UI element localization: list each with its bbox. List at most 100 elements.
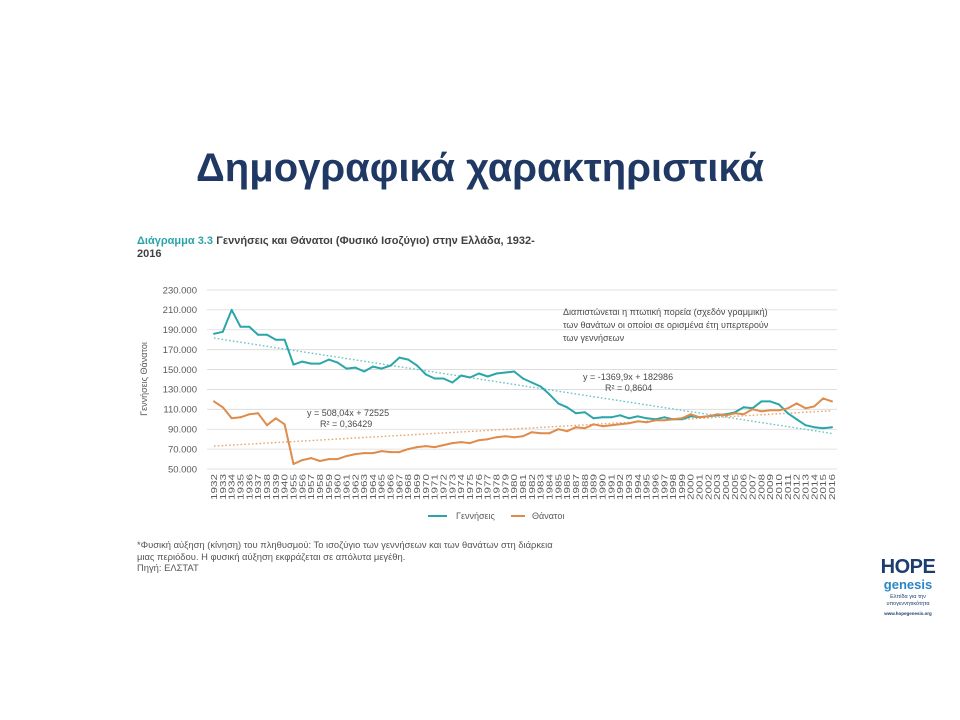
data-point-deaths bbox=[583, 427, 586, 430]
x-tick-label: 1936 bbox=[245, 473, 254, 500]
data-point-deaths bbox=[601, 425, 604, 428]
figure-caption-line-1: Διάγραμμα 3.3 Γεννήσεις και Θάνατοι (Φυσι… bbox=[137, 235, 535, 248]
data-point-deaths bbox=[460, 441, 463, 444]
trendline-births bbox=[213, 337, 833, 435]
y-tick-label: 230.000 bbox=[163, 285, 197, 296]
x-tick-label: 1970 bbox=[422, 473, 431, 500]
data-point-births bbox=[504, 371, 507, 374]
x-tick-label: 1959 bbox=[325, 473, 334, 500]
legend-item-births: Γεννήσεις bbox=[428, 511, 496, 521]
x-tick-label: 1938 bbox=[263, 473, 272, 500]
data-point-deaths bbox=[433, 446, 436, 449]
x-tick-label: 2007 bbox=[749, 473, 758, 500]
legend: Γεννήσεις Θάνατοι bbox=[428, 511, 564, 521]
x-tick-label: 1960 bbox=[334, 473, 343, 500]
data-point-births bbox=[213, 332, 215, 335]
data-point-deaths bbox=[769, 409, 772, 412]
x-tick-label: 1980 bbox=[510, 473, 519, 500]
data-point-births bbox=[689, 415, 692, 418]
data-point-births bbox=[469, 376, 471, 379]
x-tick-label: 1934 bbox=[228, 473, 237, 500]
data-point-births bbox=[813, 426, 816, 429]
data-point-deaths bbox=[495, 436, 498, 439]
data-point-births bbox=[566, 406, 569, 409]
y-tick-label: 150.000 bbox=[163, 365, 197, 376]
data-point-deaths bbox=[725, 414, 728, 417]
data-point-births bbox=[239, 325, 242, 328]
x-tick-label: 1957 bbox=[307, 473, 316, 500]
data-point-births bbox=[742, 406, 745, 409]
data-point-deaths bbox=[636, 420, 639, 423]
x-tick-label: 1987 bbox=[572, 473, 581, 500]
x-tick-label: 1995 bbox=[643, 473, 652, 500]
x-tick-label: 1968 bbox=[404, 473, 413, 500]
data-point-deaths bbox=[336, 458, 339, 461]
annotation-line: Διαπιστώνεται η πτωτική πορεία (σχεδόν γ… bbox=[563, 307, 768, 317]
data-point-deaths bbox=[239, 416, 242, 419]
data-point-deaths bbox=[257, 412, 260, 415]
data-point-births bbox=[221, 330, 224, 333]
data-point-deaths bbox=[742, 413, 745, 416]
data-point-births bbox=[760, 400, 763, 403]
figure-label: Διάγραμμα 3.3 bbox=[137, 235, 213, 247]
data-point-births bbox=[636, 415, 639, 418]
y-axis-ticks: 230.000 210.000 190.000 170.000 150.000 130.0… bbox=[163, 285, 197, 475]
x-tick-label: 1985 bbox=[554, 473, 563, 500]
x-axis-ticks: 1932 1933 1934 1935 1936 1937 1938 1939 1940 1955… bbox=[210, 473, 837, 500]
x-tick-label: 2012 bbox=[793, 473, 802, 500]
data-point-deaths bbox=[689, 413, 692, 416]
logo-wordmark-genesis: genesis bbox=[883, 577, 933, 592]
data-point-deaths bbox=[822, 397, 825, 400]
data-point-deaths bbox=[442, 444, 445, 447]
x-tick-label: 1996 bbox=[651, 473, 660, 500]
data-point-births bbox=[266, 333, 268, 336]
data-point-deaths bbox=[760, 410, 763, 413]
x-tick-label: 1963 bbox=[360, 473, 369, 500]
trendlines bbox=[213, 337, 833, 447]
data-point-births bbox=[248, 325, 251, 328]
data-point-deaths bbox=[424, 445, 427, 448]
data-point-births bbox=[363, 370, 366, 373]
x-tick-label: 1967 bbox=[395, 473, 404, 500]
data-point-deaths bbox=[274, 417, 277, 420]
x-tick-label: 1981 bbox=[519, 473, 528, 500]
x-tick-label: 1990 bbox=[598, 473, 607, 500]
legend-label-births: Γεννήσεις bbox=[456, 511, 496, 521]
data-point-deaths bbox=[813, 405, 816, 408]
data-point-births bbox=[283, 338, 286, 341]
figure-caption-line-2: 2016 bbox=[137, 248, 162, 260]
x-tick-label: 1956 bbox=[298, 473, 307, 500]
x-tick-label: 1932 bbox=[210, 473, 219, 500]
data-point-births bbox=[575, 412, 577, 415]
data-point-deaths bbox=[627, 422, 630, 425]
x-tick-label: 1978 bbox=[493, 473, 502, 500]
x-tick-label: 1979 bbox=[501, 473, 510, 500]
data-point-births bbox=[460, 374, 463, 377]
data-point-births bbox=[407, 358, 410, 361]
x-tick-label: 1984 bbox=[545, 473, 554, 500]
x-tick-label: 1961 bbox=[342, 473, 351, 500]
footnote-line: μιας περιόδου. Η φυσική αύξηση εκφράζετα… bbox=[137, 550, 406, 562]
gridlines bbox=[207, 289, 837, 470]
data-point-deaths bbox=[804, 407, 807, 410]
x-tick-label: 1935 bbox=[236, 473, 245, 500]
source-note: Πηγή: ΕΛΣΤΑΤ bbox=[137, 562, 199, 573]
x-tick-label: 1994 bbox=[634, 473, 643, 500]
data-point-deaths bbox=[530, 431, 533, 434]
data-point-births bbox=[663, 416, 666, 419]
x-tick-label: 1999 bbox=[678, 473, 687, 500]
x-tick-label: 1939 bbox=[272, 473, 281, 500]
logo-tagline: Ελπίδα για την bbox=[890, 594, 926, 600]
data-point-births bbox=[769, 400, 772, 403]
y-tick-label: 170.000 bbox=[163, 345, 197, 356]
data-point-deaths bbox=[213, 400, 215, 403]
data-point-births bbox=[619, 414, 622, 417]
annotation-line: των θανάτων οι οποίοι σε ορισμένα έτη υπ… bbox=[563, 320, 769, 330]
data-point-births bbox=[627, 417, 630, 420]
data-point-births bbox=[433, 377, 436, 380]
data-point-births bbox=[345, 367, 348, 370]
data-point-deaths bbox=[831, 400, 833, 403]
data-point-deaths bbox=[486, 438, 489, 441]
data-point-births bbox=[310, 362, 313, 365]
hopegenesis-logo: HOPE genesis Ελπίδα για την υπογεννητικό… bbox=[872, 556, 944, 617]
